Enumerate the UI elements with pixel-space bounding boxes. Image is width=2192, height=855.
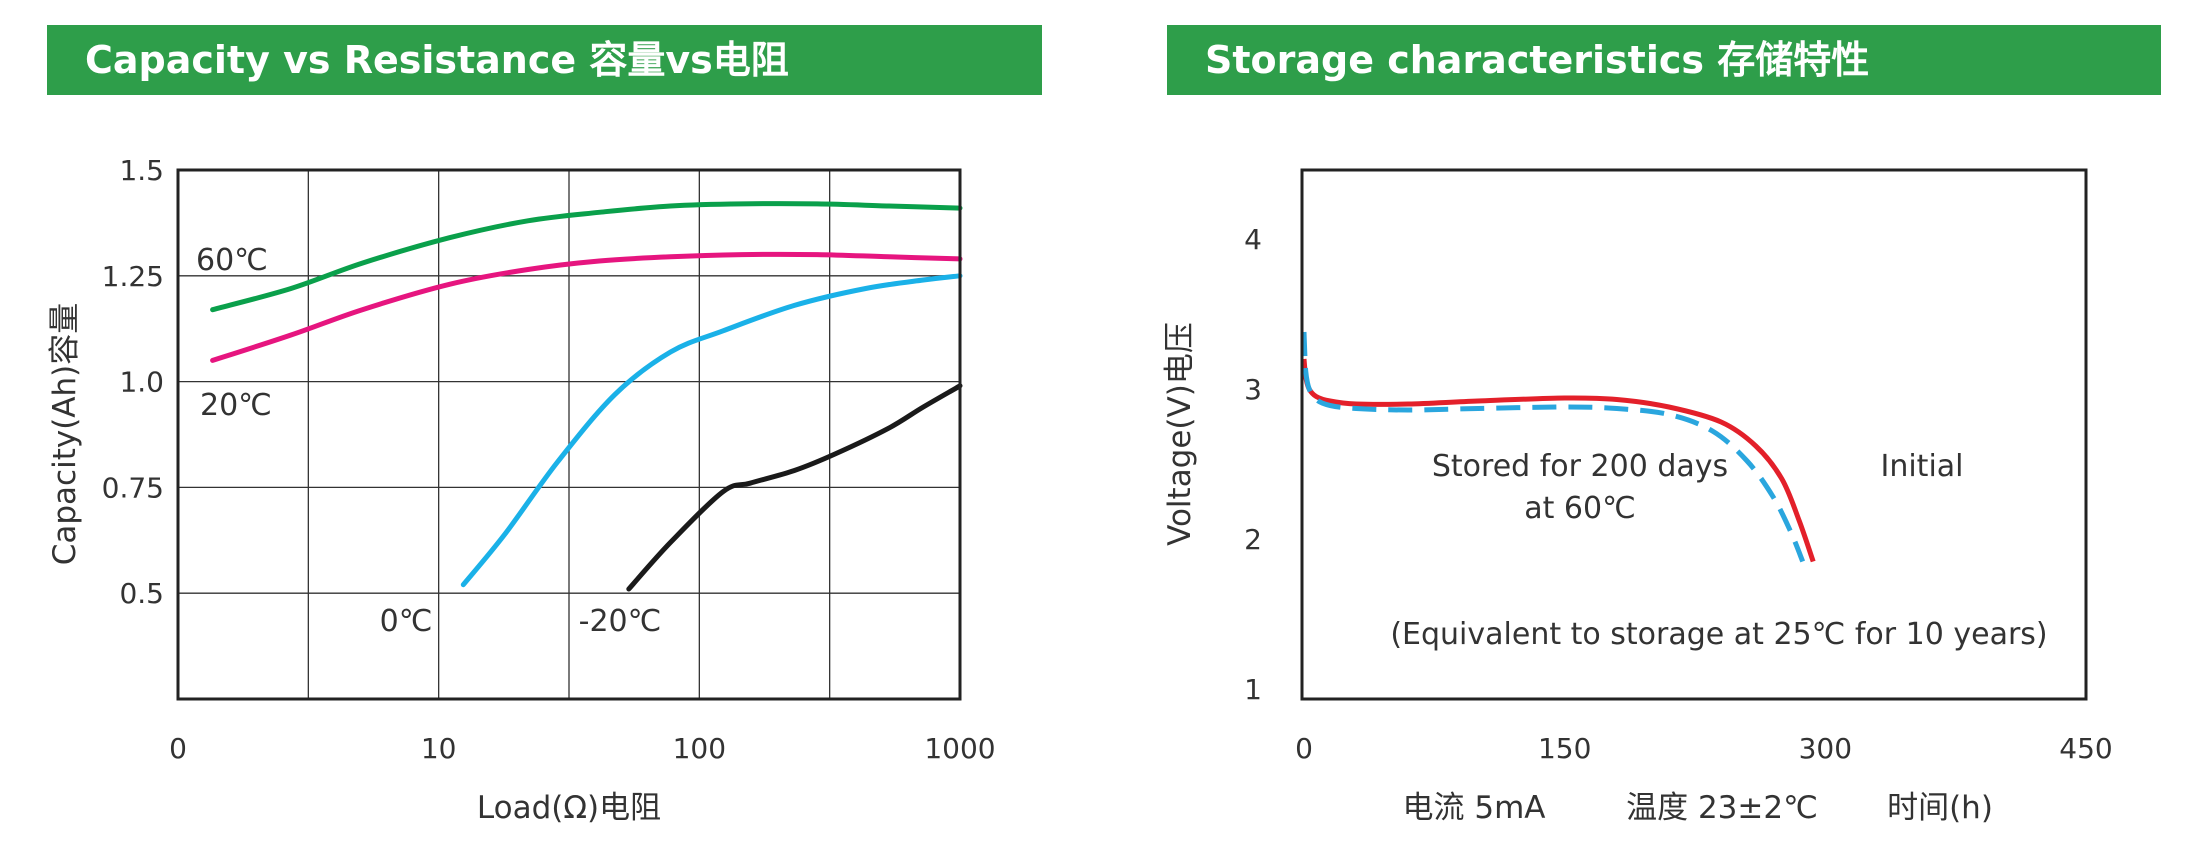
left-chart-series-labels: 60℃ 20℃ 0℃ -20℃ bbox=[196, 243, 661, 639]
left-x-tick-label: 0 bbox=[169, 732, 187, 765]
right-chart-x-axis-label: 时间(h) bbox=[1887, 790, 1993, 826]
chart-title-capacity-vs-resistance: Capacity vs Resistance 容量vs电阻 bbox=[47, 25, 1042, 95]
right-chart-x-ticks: 0 150 300 450 bbox=[1295, 732, 2113, 765]
left-x-tick-label: 10 bbox=[421, 732, 457, 765]
left-series-line bbox=[626, 383, 963, 592]
right-chart-plot-frame bbox=[1300, 168, 2088, 701]
right-chart-current-label: 电流 5mA bbox=[1403, 790, 1546, 826]
chart-title-storage-characteristics: Storage characteristics 存储特性 bbox=[1167, 25, 2161, 95]
left-series-label: 0℃ bbox=[380, 604, 433, 639]
right-chart-series bbox=[1301, 331, 1816, 563]
right-y-tick-label: 1 bbox=[1244, 673, 1262, 706]
stored-voltage-line bbox=[1301, 331, 1806, 563]
right-x-tick-label: 450 bbox=[2059, 732, 2112, 765]
left-chart-plot-frame bbox=[176, 168, 962, 701]
left-series-line bbox=[210, 251, 963, 363]
left-series-label: 60℃ bbox=[196, 243, 268, 278]
left-y-tick-label: 0.5 bbox=[119, 577, 164, 610]
right-x-tick-label: 0 bbox=[1295, 732, 1313, 765]
initial-voltage-line bbox=[1301, 358, 1816, 563]
left-y-tick-label: 1.25 bbox=[102, 260, 164, 293]
annotation-stored-200-days: Stored for 200 days bbox=[1432, 449, 1728, 484]
left-y-tick-label: 1.0 bbox=[119, 366, 164, 399]
right-chart-y-ticks: 1 2 3 4 bbox=[1244, 223, 1262, 706]
annotation-initial: Initial bbox=[1880, 449, 1963, 484]
right-x-tick-label: 300 bbox=[1799, 732, 1852, 765]
annotation-equivalent-storage: (Equivalent to storage at 25℃ for 10 yea… bbox=[1390, 617, 2047, 652]
left-series-label: 20℃ bbox=[200, 388, 272, 423]
right-y-tick-label: 3 bbox=[1244, 373, 1262, 406]
left-y-tick-label: 1.5 bbox=[119, 154, 164, 187]
left-series-line bbox=[210, 201, 963, 313]
right-chart-temperature-label: 温度 23±2℃ bbox=[1626, 790, 1818, 826]
right-chart-y-axis-label: Voltage(V)电压 bbox=[1162, 322, 1198, 546]
right-x-tick-label: 150 bbox=[1538, 732, 1591, 765]
annotation-at-60c: at 60℃ bbox=[1524, 491, 1636, 526]
right-y-tick-label: 4 bbox=[1244, 223, 1262, 256]
left-chart-y-ticks: 0.5 0.75 1.0 1.25 1.5 bbox=[102, 154, 164, 610]
left-series-line bbox=[460, 273, 963, 588]
left-chart-grid bbox=[178, 169, 960, 699]
left-chart-series bbox=[210, 201, 963, 592]
left-y-tick-label: 0.75 bbox=[102, 471, 164, 504]
left-chart-y-axis-label: Capacity(Ah)容量 bbox=[47, 303, 83, 566]
left-x-tick-label: 100 bbox=[673, 732, 726, 765]
left-chart-x-axis-label: Load(Ω)电阻 bbox=[477, 790, 661, 826]
left-x-tick-label: 1000 bbox=[924, 732, 995, 765]
left-chart-x-ticks: 0 10 100 1000 bbox=[169, 732, 996, 765]
left-series-label: -20℃ bbox=[579, 604, 662, 639]
right-y-tick-label: 2 bbox=[1244, 523, 1262, 556]
